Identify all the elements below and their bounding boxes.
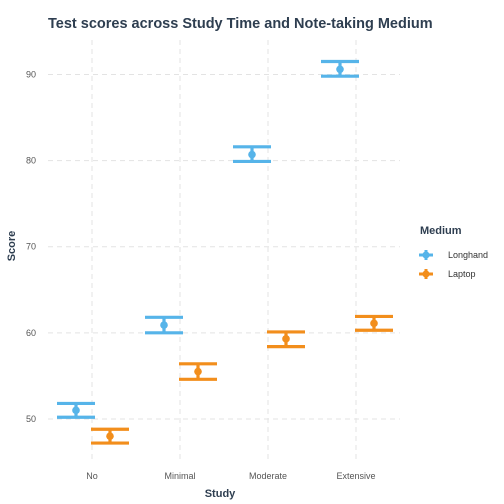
- mean-point: [160, 321, 168, 329]
- x-tick-label: Extensive: [336, 471, 375, 481]
- y-tick-label: 60: [26, 328, 36, 338]
- y-tick-label: 50: [26, 414, 36, 424]
- y-tick-label: 90: [26, 69, 36, 79]
- y-axis-title: Score: [6, 231, 18, 262]
- y-tick-label: 80: [26, 156, 36, 166]
- data-marks: [57, 59, 393, 445]
- legend: Medium Longhand Laptop: [419, 225, 488, 279]
- mean-point: [370, 319, 378, 328]
- grid: [48, 40, 400, 462]
- mean-point: [248, 150, 256, 159]
- chart-title: Test scores across Study Time and Note-t…: [48, 16, 433, 32]
- x-tick-label: No: [86, 471, 98, 481]
- y-tick-label: 70: [26, 242, 36, 252]
- series-longhand: [57, 59, 359, 419]
- mean-point: [336, 65, 344, 74]
- x-axis-title: Study: [205, 488, 236, 500]
- x-axis-ticks: No Minimal Moderate Extensive: [86, 471, 375, 481]
- mean-point: [194, 367, 202, 376]
- legend-key-point: [422, 251, 430, 259]
- legend-key-point: [422, 270, 430, 278]
- mean-point: [106, 432, 114, 440]
- y-axis-ticks: 50 60 70 80 90: [26, 69, 36, 423]
- mean-point: [282, 335, 290, 343]
- legend-label: Longhand: [448, 250, 488, 260]
- series-laptop: [91, 314, 393, 445]
- legend-label: Laptop: [448, 269, 476, 279]
- x-tick-label: Moderate: [249, 471, 287, 481]
- mean-point: [72, 406, 80, 415]
- legend-title: Medium: [420, 225, 462, 237]
- x-tick-label: Minimal: [164, 471, 195, 481]
